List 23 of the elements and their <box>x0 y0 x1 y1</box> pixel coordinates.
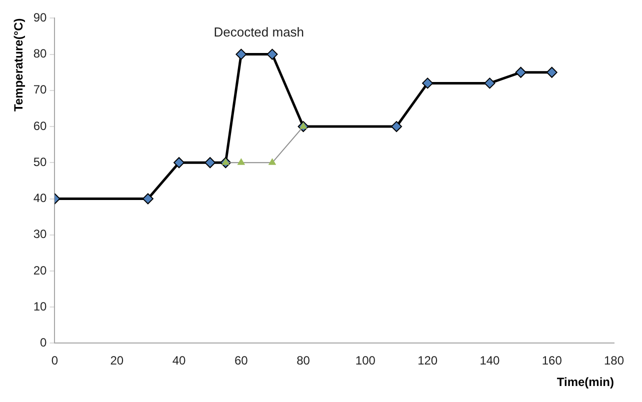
y-tick-label: 10 <box>33 299 48 314</box>
x-tick-label: 100 <box>355 354 376 368</box>
y-tick-label: 60 <box>33 118 48 133</box>
y-tick-label: 20 <box>33 263 48 278</box>
y-tick-label: 90 <box>33 10 48 25</box>
x-tick-label: 0 <box>51 354 58 368</box>
y-tick-label: 50 <box>33 154 48 169</box>
x-tick-label: 20 <box>110 354 124 368</box>
x-tick-label: 140 <box>480 354 500 368</box>
y-tick-label: 70 <box>33 82 48 97</box>
y-tick-label: 80 <box>33 46 48 61</box>
x-tick-label: 60 <box>234 354 248 368</box>
x-tick-label: 120 <box>418 354 438 368</box>
annotation: Decocted mash <box>214 24 304 40</box>
y-tick-label: 40 <box>33 191 48 206</box>
y-axis-title: Temperature(°C) <box>12 18 26 112</box>
y-tick-label: 30 <box>33 227 48 242</box>
x-tick-label: 40 <box>172 354 186 368</box>
x-tick-label: 160 <box>542 354 562 368</box>
x-tick-label: 180 <box>604 354 624 368</box>
y-tick-label: 0 <box>40 336 48 350</box>
x-axis-title: Time(min) <box>556 375 614 390</box>
x-tick-label: 80 <box>296 354 310 368</box>
